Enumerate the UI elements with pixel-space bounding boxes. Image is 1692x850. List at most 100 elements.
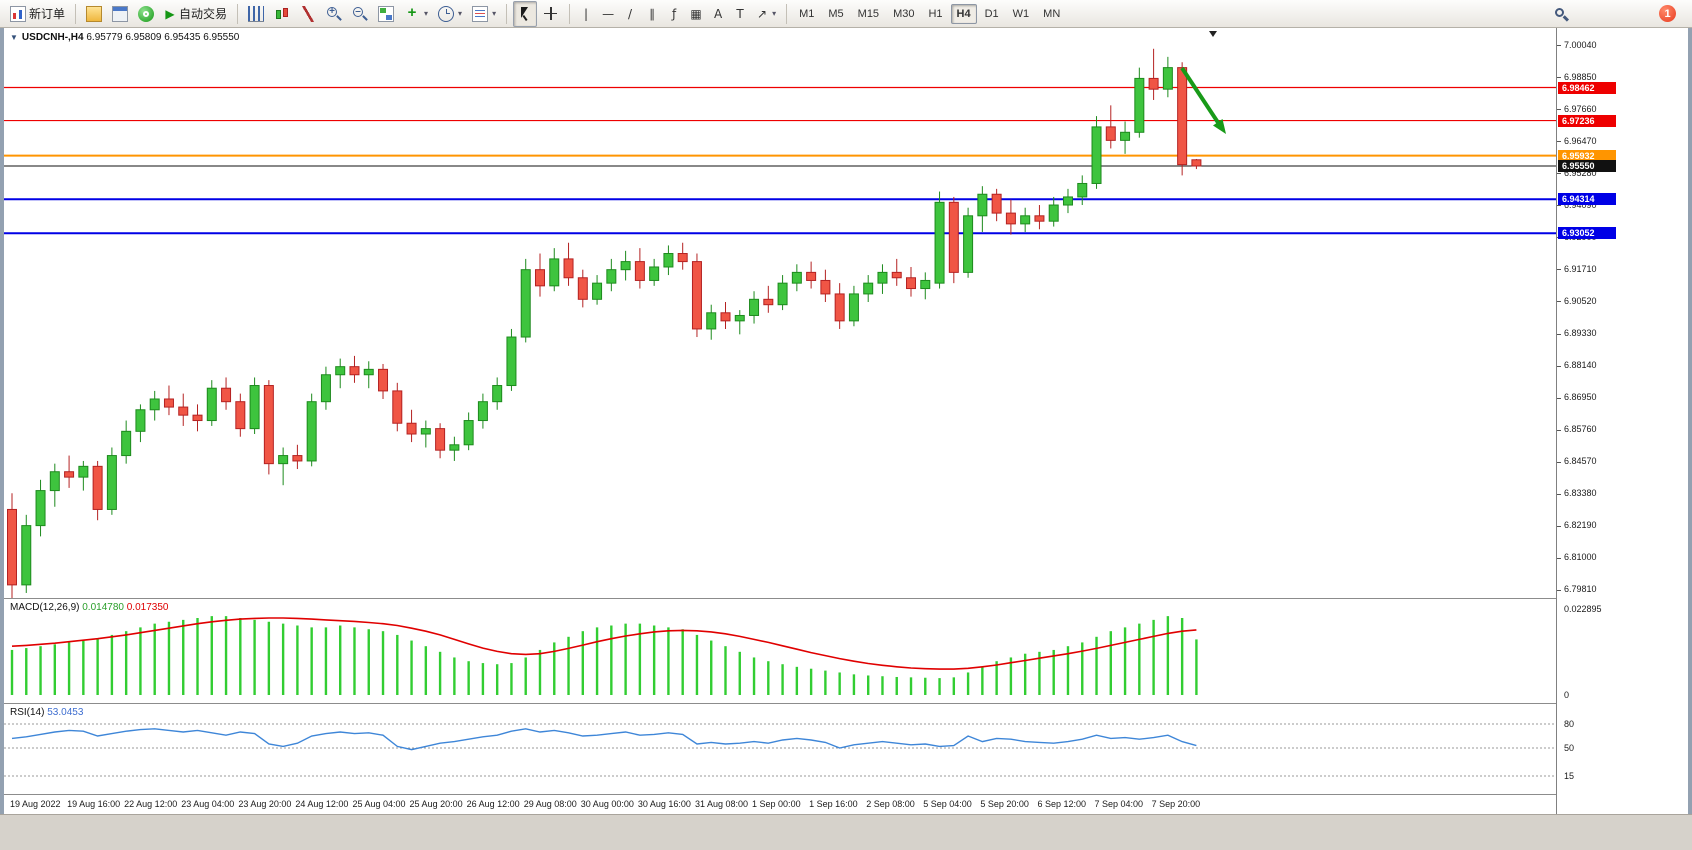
periods-button[interactable]: ▾ <box>434 1 466 27</box>
candle-body <box>178 406 189 416</box>
chart-title: ▼ USDCNH-,H4 6.95779 6.95809 6.95435 6.95… <box>10 32 239 43</box>
search-button[interactable] <box>1549 1 1573 27</box>
macd-panel[interactable] <box>4 599 1556 703</box>
macd-signal-value: 0.017350 <box>126 602 169 613</box>
chart-window[interactable]: 19 Aug 2022 19 Aug 16:00 22 Aug 12:00 23 Au… <box>4 28 1688 814</box>
candle-body <box>534 269 545 287</box>
timeframe-m30-button[interactable]: M30 <box>893 7 915 20</box>
candle-body <box>763 298 774 306</box>
candle-body <box>649 266 660 281</box>
line-chart-button[interactable] <box>296 1 320 27</box>
profiles-button[interactable] <box>82 1 106 27</box>
autotrading-button[interactable]: ▶ 自动交易 <box>160 1 231 27</box>
candle-body <box>477 401 488 422</box>
horizontal-line-tool-button[interactable]: — <box>598 1 618 27</box>
price-tick-mark <box>1557 77 1561 79</box>
candle-body <box>1177 67 1188 166</box>
community-icon <box>138 5 155 22</box>
candle-body <box>734 314 745 322</box>
candle-body <box>991 193 1002 214</box>
price-tick-mark <box>1557 173 1561 175</box>
timeframe-mn-button[interactable]: MN <box>1043 7 1061 20</box>
trend-arrow[interactable] <box>1180 66 1221 126</box>
rsi-panel[interactable] <box>4 704 1556 794</box>
time-axis[interactable]: 19 Aug 2022 19 Aug 16:00 22 Aug 12:00 23 Au… <box>4 795 1556 814</box>
timeframe-m1-button[interactable]: M1 <box>799 7 815 20</box>
candlestick-chart-button[interactable] <box>270 1 294 27</box>
candle-body <box>64 471 75 478</box>
data-window-icon <box>112 5 129 22</box>
arrows-tool-button[interactable]: ↗ ▾ <box>752 1 780 27</box>
crosshair-button[interactable] <box>539 1 563 27</box>
price-tick-label: 6.83380 <box>1564 488 1597 499</box>
tile-windows-icon <box>378 5 395 22</box>
time-axis-label: 25 Aug 04:00 <box>352 799 406 809</box>
text-tool-button[interactable]: A <box>708 1 728 27</box>
chart-symbol-period: USDCNH-,H4 <box>21 32 84 43</box>
zoom-in-icon <box>326 6 342 22</box>
zoom-out-button[interactable] <box>348 1 372 27</box>
bar-chart-button[interactable] <box>244 1 268 27</box>
candle-body <box>392 390 403 424</box>
label-icon: T <box>736 6 744 21</box>
chart-high-value: 6.95809 <box>125 32 162 43</box>
price-tick-label: 6.89330 <box>1564 328 1597 339</box>
candle-body <box>963 215 974 273</box>
time-axis-label: 24 Aug 12:00 <box>295 799 349 809</box>
candle-body <box>306 401 317 462</box>
templates-button[interactable]: ▾ <box>468 1 500 27</box>
chart-shift-marker[interactable] <box>1209 31 1217 37</box>
candle-body <box>492 385 503 403</box>
candle-body <box>920 279 931 290</box>
candle-body <box>677 253 688 263</box>
one-click-trading-toggle[interactable]: ▼ <box>10 33 18 42</box>
candle-body <box>863 282 874 295</box>
crosshair-icon <box>543 6 559 22</box>
zoom-in-button[interactable] <box>322 1 346 27</box>
time-axis-label: 29 Aug 08:00 <box>523 799 577 809</box>
tile-windows-button[interactable] <box>374 1 398 27</box>
data-window-button[interactable] <box>108 1 132 27</box>
timeframe-w1-button[interactable]: W1 <box>1012 7 1030 20</box>
panel-splitter-macd[interactable] <box>4 598 1688 599</box>
price-tick-label: 6.97660 <box>1564 103 1597 114</box>
price-tick-label: 6.96470 <box>1564 135 1597 146</box>
timeframe-m5-button[interactable]: M5 <box>828 7 844 20</box>
candle-body <box>35 490 46 527</box>
indicators-button[interactable]: ▾ <box>400 1 432 27</box>
new-order-button[interactable]: 新订单 <box>6 1 69 27</box>
timeframe-m15-button[interactable]: M15 <box>857 7 880 20</box>
timeframe-h1-button[interactable]: H1 <box>928 7 943 20</box>
fibonacci-tool-button[interactable]: ƒ <box>664 1 684 27</box>
candle-body <box>106 455 117 510</box>
macd-signal-line <box>11 617 1197 670</box>
price-tick-label: 6.79810 <box>1564 584 1597 595</box>
candle-body <box>363 368 374 376</box>
price-tick-mark <box>1557 205 1561 207</box>
notification-badge[interactable]: 1 <box>1659 5 1676 22</box>
chevron-down-icon: ▾ <box>458 9 463 18</box>
price-chart[interactable] <box>4 28 1556 598</box>
label-tool-button[interactable]: T <box>730 1 750 27</box>
price-scale[interactable]: 7.000406.988506.976606.964706.952806.940… <box>1556 28 1688 814</box>
line-chart-icon <box>300 5 317 22</box>
channel-tool-button[interactable]: ∥ <box>642 1 662 27</box>
candle-body <box>449 444 460 451</box>
candle-body <box>163 398 174 408</box>
trendline-tool-button[interactable]: / <box>620 1 640 27</box>
cursor-button[interactable] <box>513 0 538 27</box>
panel-splitter-rsi[interactable] <box>4 703 1688 704</box>
community-button[interactable] <box>134 1 158 27</box>
candle-body <box>891 271 902 279</box>
timeframe-d1-button[interactable]: D1 <box>984 7 999 20</box>
timeframe-h4-button[interactable]: H4 <box>950 3 977 24</box>
price-tick-mark <box>1557 429 1561 431</box>
trend-arrow-head <box>1213 119 1226 134</box>
time-axis-label: 23 Aug 04:00 <box>181 799 235 809</box>
candle-body <box>634 261 645 281</box>
candle-body <box>820 279 831 295</box>
chevron-down-icon: ▾ <box>424 9 429 18</box>
vertical-line-tool-button[interactable]: | <box>576 1 596 27</box>
shapes-tool-button[interactable]: ▦ <box>686 1 706 27</box>
chart-low-value: 6.95435 <box>164 32 201 43</box>
